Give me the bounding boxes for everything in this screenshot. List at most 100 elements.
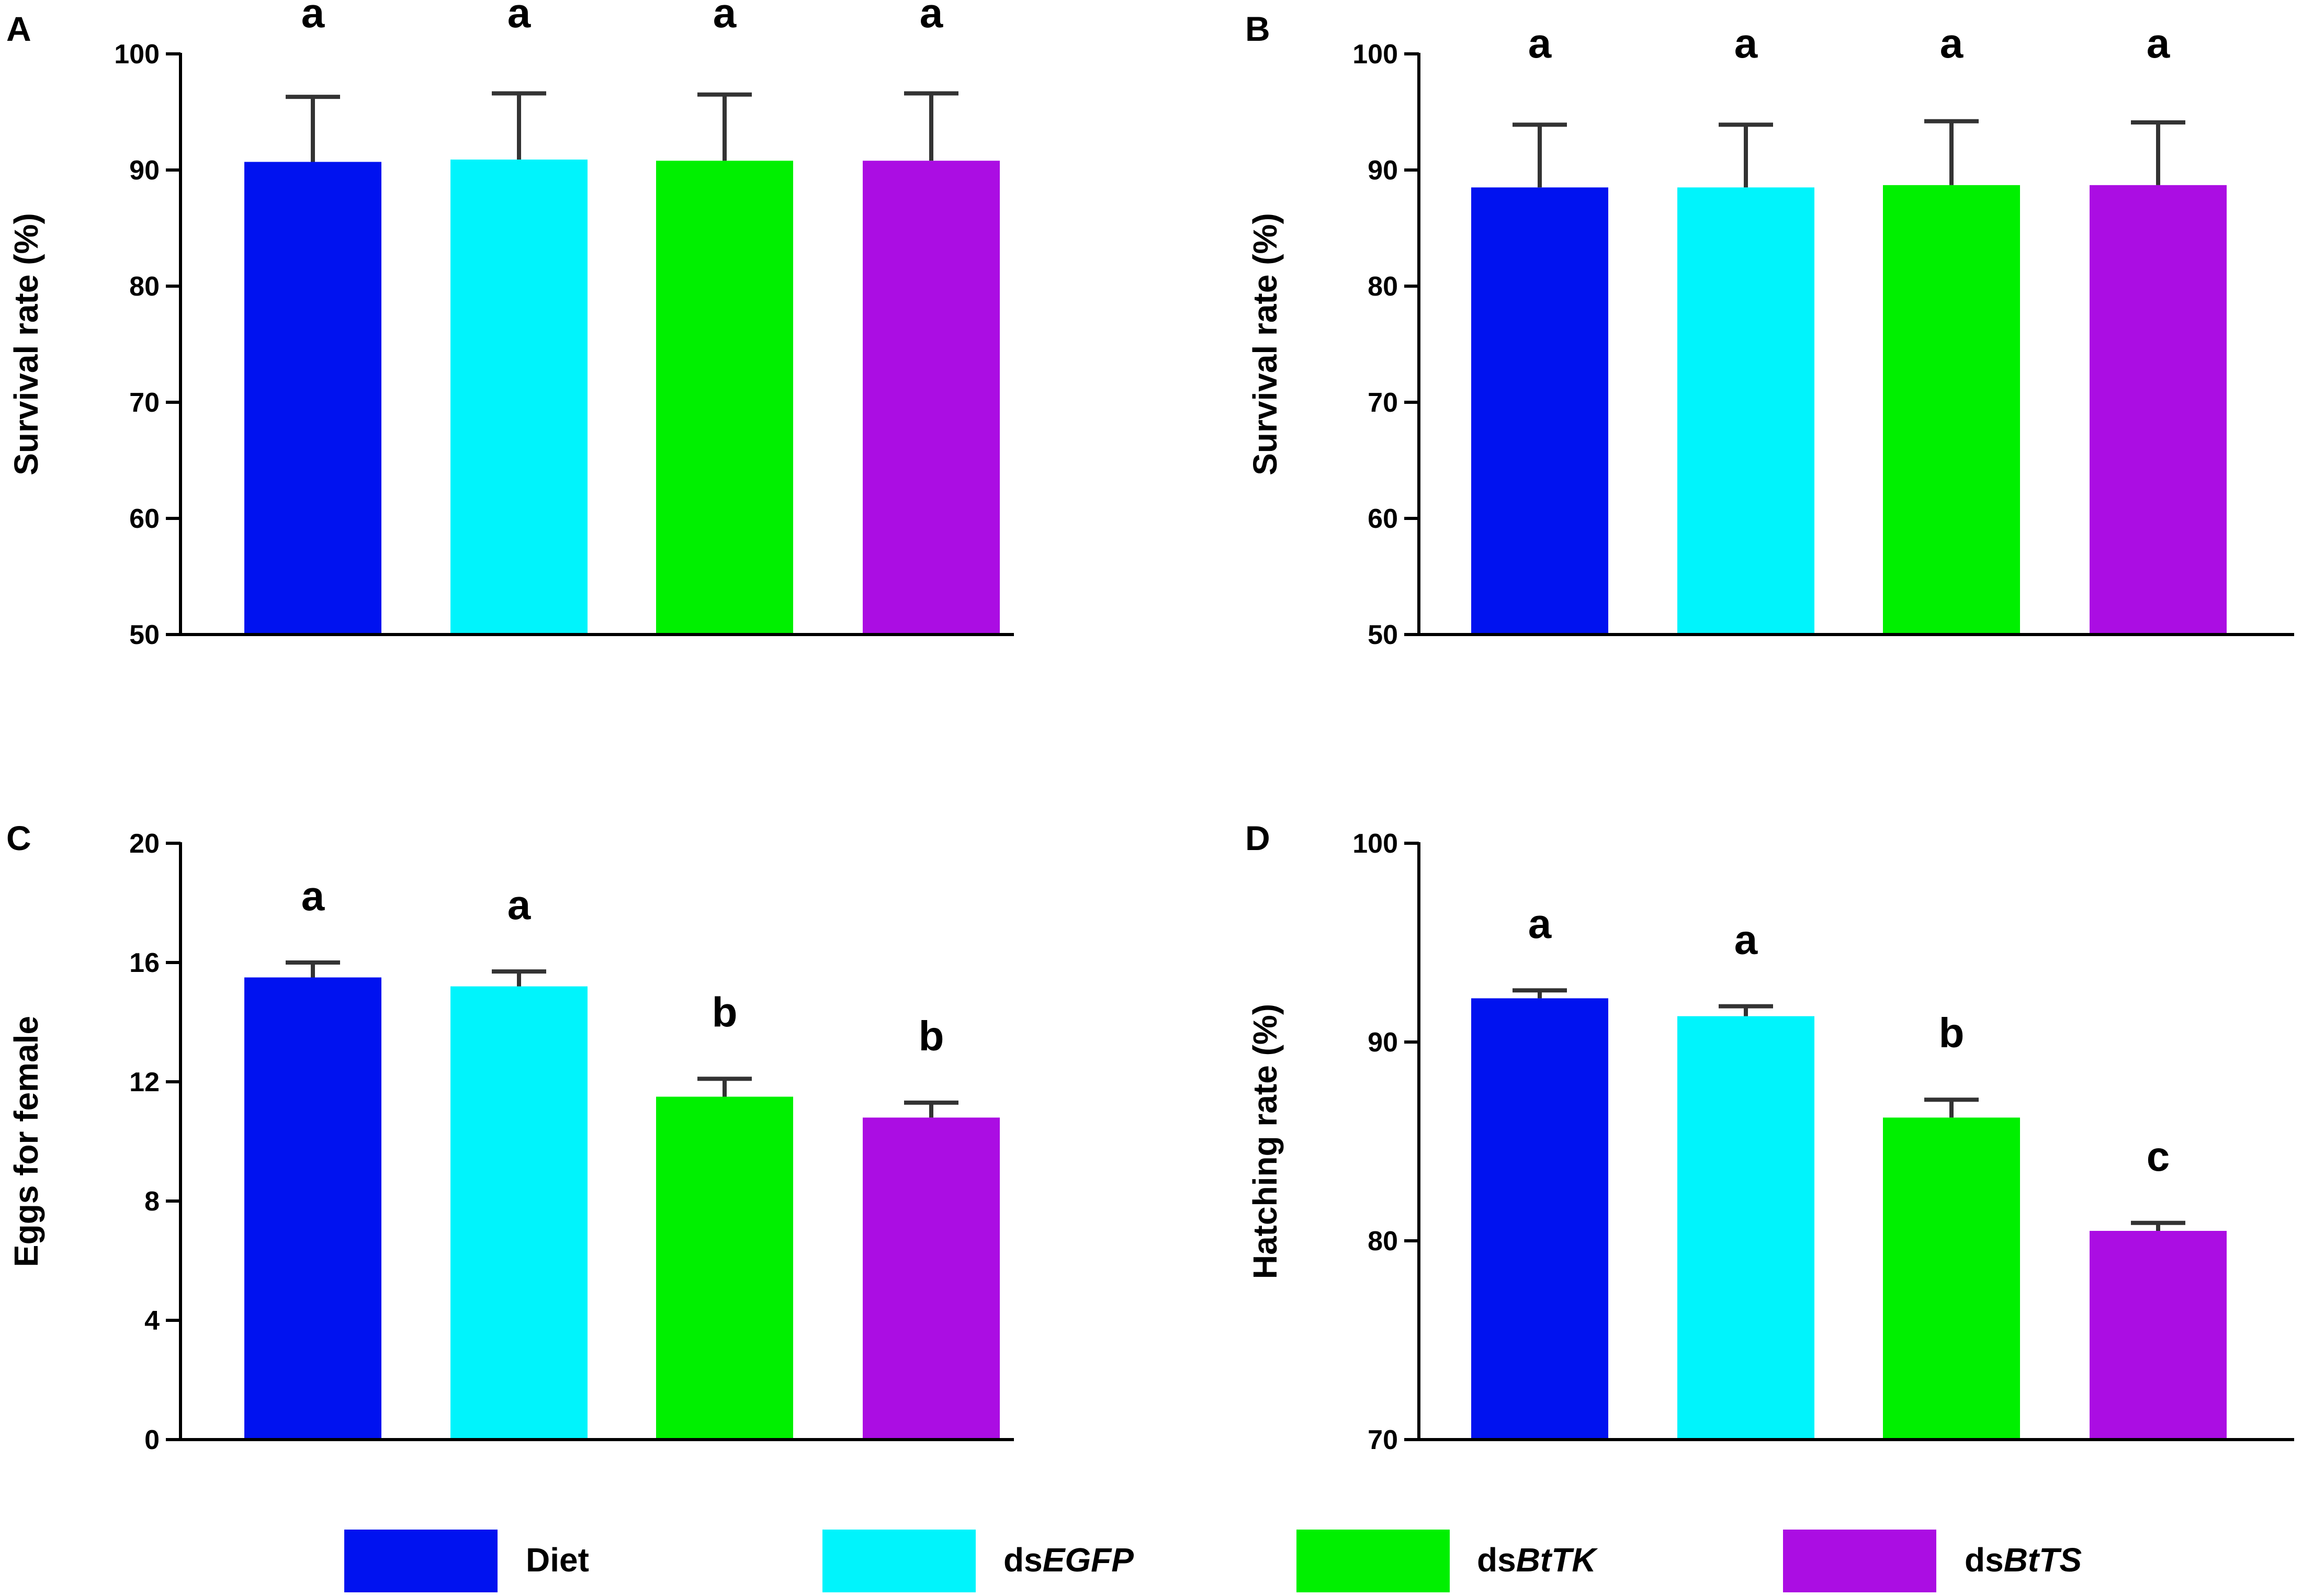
y-tick-label: 100 bbox=[1352, 39, 1398, 70]
error-bar bbox=[904, 1100, 958, 1118]
significance-label: b bbox=[919, 1013, 944, 1059]
y-tick-label: 100 bbox=[1352, 829, 1398, 859]
bar-dsbtts bbox=[2090, 185, 2227, 635]
y-tick-label: 80 bbox=[1368, 271, 1398, 302]
significance-label: a bbox=[301, 873, 325, 919]
error-bar bbox=[904, 91, 958, 161]
y-tick-label: 90 bbox=[1368, 155, 1398, 186]
bar-dsbttk bbox=[1883, 1117, 2020, 1440]
significance-label: a bbox=[713, 0, 737, 36]
error-bar bbox=[1719, 122, 1773, 188]
bar-dsbttk bbox=[1883, 185, 2020, 635]
y-tick-label: 90 bbox=[129, 155, 160, 186]
legend-label: dsBtTS bbox=[1965, 1541, 2082, 1579]
y-tick-label: 100 bbox=[114, 39, 160, 70]
y-tick-label: 60 bbox=[129, 504, 160, 534]
y-tick-label: 4 bbox=[144, 1306, 160, 1336]
error-bar bbox=[286, 960, 340, 978]
significance-label: b bbox=[1939, 1010, 1965, 1056]
bar-dsegfp bbox=[1677, 1016, 1814, 1440]
panel-letter: D bbox=[1245, 819, 1270, 857]
bar-diet bbox=[1471, 998, 1608, 1440]
y-tick-label: 12 bbox=[129, 1067, 160, 1097]
legend-label-prefix: Diet bbox=[526, 1541, 589, 1579]
legend-swatch bbox=[1296, 1530, 1450, 1592]
legend: Diet dsEGFP dsBtTK dsBtTS bbox=[344, 1530, 2082, 1592]
error-bar bbox=[1924, 119, 1979, 185]
significance-label: a bbox=[920, 0, 943, 36]
legend-item: Diet bbox=[344, 1530, 589, 1592]
bar-dsegfp bbox=[450, 986, 588, 1440]
bar-dsbttk bbox=[656, 161, 793, 635]
y-tick-label: 0 bbox=[144, 1425, 160, 1455]
panel-letter: C bbox=[6, 819, 31, 857]
panel-letter: B bbox=[1245, 9, 1270, 48]
significance-label: a bbox=[2147, 20, 2170, 66]
significance-label: a bbox=[1734, 916, 1758, 963]
error-bar bbox=[286, 95, 340, 162]
significance-label: a bbox=[301, 0, 325, 36]
bar-dsegfp bbox=[1677, 187, 1814, 635]
bar-dsegfp bbox=[450, 160, 588, 635]
legend-label-prefix: ds bbox=[1003, 1541, 1043, 1579]
y-tick-label: 80 bbox=[1368, 1226, 1398, 1257]
legend-label: dsEGFP bbox=[1003, 1541, 1134, 1579]
error-bar bbox=[492, 91, 546, 160]
error-bar bbox=[1513, 988, 1567, 999]
error-bar bbox=[2131, 120, 2185, 185]
significance-label: b bbox=[712, 989, 738, 1035]
bar-diet bbox=[244, 977, 381, 1440]
bar-dsbtts bbox=[863, 1117, 1000, 1440]
error-bar bbox=[1719, 1004, 1773, 1016]
y-tick-label: 16 bbox=[129, 948, 160, 978]
error-bar bbox=[1513, 122, 1567, 188]
legend-label-gene: BtTS bbox=[2004, 1541, 2082, 1579]
y-tick-label: 60 bbox=[1368, 504, 1398, 534]
error-bar bbox=[492, 969, 546, 987]
bar-diet bbox=[1471, 187, 1608, 635]
legend-label-prefix: ds bbox=[1965, 1541, 2004, 1579]
y-axis-label: Eggs for female bbox=[7, 1016, 45, 1267]
y-tick-label: 8 bbox=[144, 1186, 160, 1217]
panel-c: C Eggs for female a a b b 0 4 8 12 16 20 bbox=[6, 819, 1014, 1455]
y-tick-label: 50 bbox=[129, 620, 160, 650]
bar-dsbtts bbox=[863, 161, 1000, 635]
significance-label: a bbox=[1940, 20, 1964, 66]
legend-swatch bbox=[1783, 1530, 1936, 1592]
error-bar bbox=[697, 92, 752, 161]
legend-item: dsEGFP bbox=[822, 1530, 1134, 1592]
y-axis-label: Survival rate (%) bbox=[1246, 213, 1284, 476]
y-axis-label: Survival rate (%) bbox=[7, 213, 45, 476]
legend-swatch bbox=[344, 1530, 498, 1592]
significance-label: a bbox=[1528, 900, 1552, 947]
panel-a: A Survival rate (%) a a a a 50 60 70 80 90 100 bbox=[6, 0, 1014, 650]
error-bar bbox=[697, 1077, 752, 1097]
y-tick-label: 50 bbox=[1368, 620, 1398, 650]
legend-item: dsBtTK bbox=[1296, 1530, 1598, 1592]
bar-dsbttk bbox=[656, 1096, 793, 1440]
y-tick-label: 70 bbox=[1368, 1425, 1398, 1455]
significance-label: a bbox=[1734, 20, 1758, 66]
y-tick-label: 70 bbox=[1368, 388, 1398, 418]
bar-diet bbox=[244, 162, 381, 635]
panel-b: B Survival rate (%) a a a a 50 60 70 80 90 100 bbox=[1245, 9, 2294, 650]
y-axis-label: Hatching rate (%) bbox=[1246, 1004, 1284, 1279]
significance-label: a bbox=[507, 881, 531, 928]
error-bar bbox=[1924, 1097, 1979, 1118]
legend-label-gene: BtTK bbox=[1516, 1541, 1599, 1579]
y-tick-label: 80 bbox=[129, 271, 160, 302]
legend-label: Diet bbox=[526, 1541, 589, 1579]
significance-label: a bbox=[507, 0, 531, 36]
significance-label: a bbox=[1528, 20, 1552, 66]
panel-letter: A bbox=[6, 9, 31, 48]
legend-label-prefix: ds bbox=[1477, 1541, 1516, 1579]
error-bar bbox=[2131, 1220, 2185, 1231]
significance-label: c bbox=[2147, 1133, 2170, 1180]
legend-swatch bbox=[822, 1530, 976, 1592]
bar-dsbtts bbox=[2090, 1231, 2227, 1440]
legend-label: dsBtTK bbox=[1477, 1541, 1598, 1579]
y-tick-label: 20 bbox=[129, 829, 160, 859]
y-tick-label: 90 bbox=[1368, 1027, 1398, 1058]
legend-label-gene: EGFP bbox=[1043, 1541, 1134, 1579]
